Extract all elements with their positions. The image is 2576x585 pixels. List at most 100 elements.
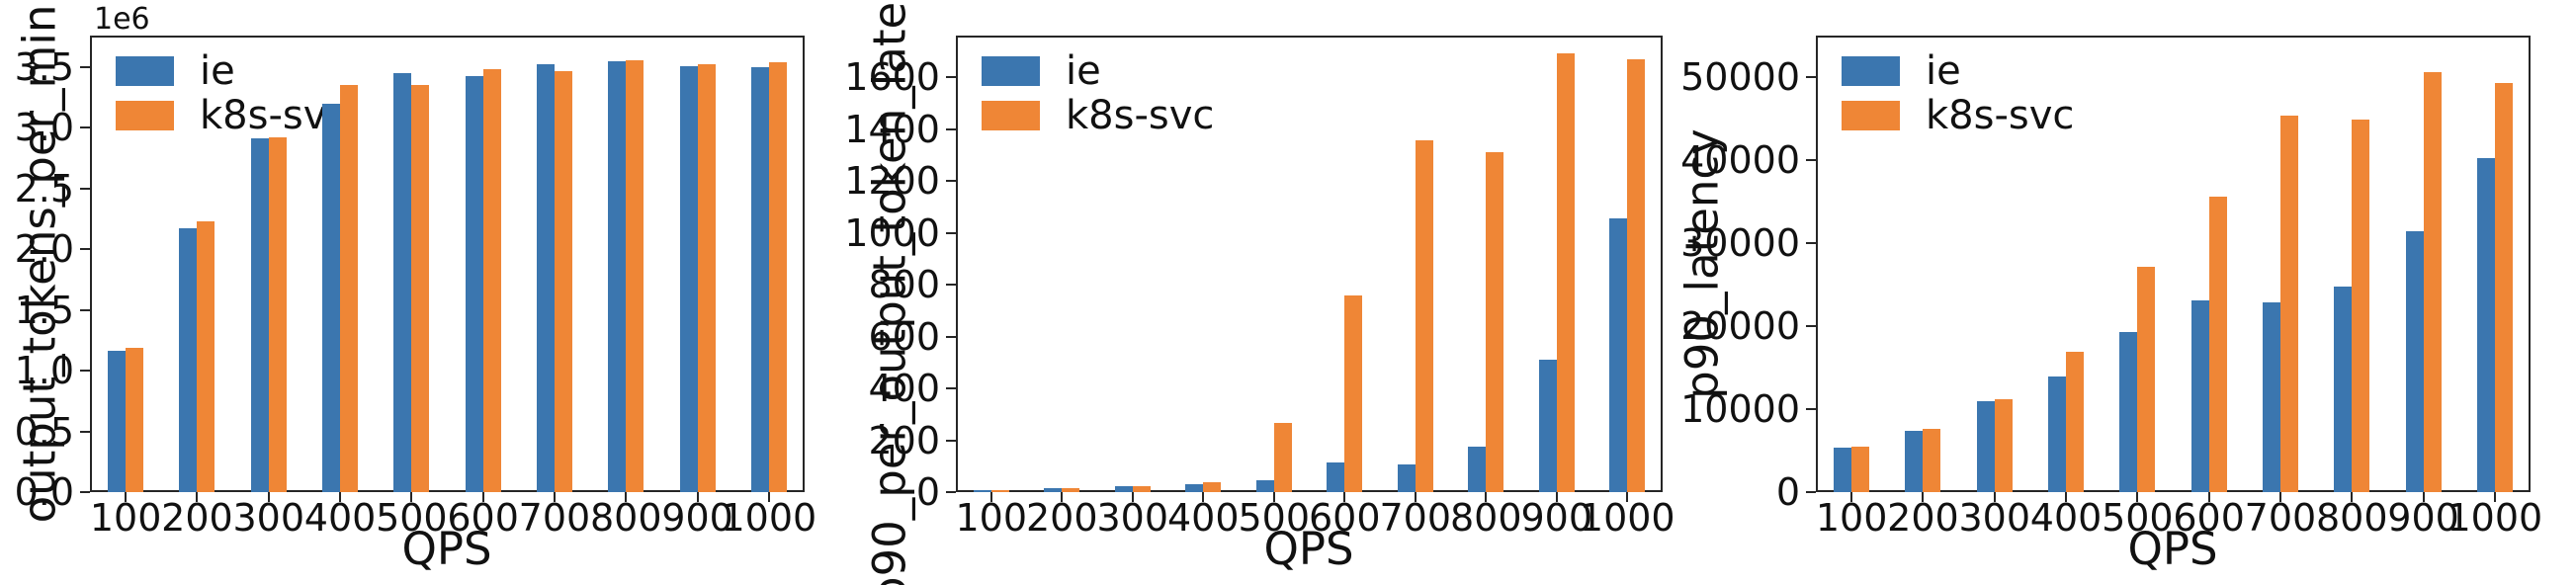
bar-ie-qps-600	[2190, 299, 2209, 492]
y-tick-label: 0.5	[14, 409, 74, 454]
y-tick-mark	[80, 430, 90, 433]
x-tick-mark	[989, 492, 992, 502]
bar-k8s-svc-qps-500	[411, 85, 430, 492]
bar-k8s-svc-qps-200	[1923, 428, 1941, 492]
bar-k8s-svc-qps-400	[1203, 482, 1222, 492]
y-tick-label: 1600	[844, 55, 940, 99]
bar-k8s-svc-qps-700	[554, 70, 572, 492]
legend-item: ie	[1842, 51, 2074, 91]
x-tick-mark	[196, 492, 199, 502]
x-tick-label: 900	[661, 496, 733, 540]
bar-ie-qps-200	[1044, 488, 1063, 492]
bar-k8s-svc-qps-200	[197, 220, 215, 492]
y-tick-mark	[946, 387, 956, 389]
y-tick-label: 40000	[1680, 138, 1800, 182]
bar-ie-qps-100	[1834, 448, 1852, 492]
y-tick-label: 3.5	[14, 44, 74, 89]
x-tick-mark	[125, 492, 128, 502]
x-tick-mark	[1485, 492, 1488, 502]
bar-k8s-svc-qps-300	[1132, 486, 1151, 492]
bar-ie-qps-200	[1905, 430, 1924, 492]
bar-ie-qps-500	[1255, 479, 1274, 492]
y-tick-label: 1000	[844, 210, 940, 255]
bar-k8s-svc-qps-900	[697, 64, 716, 492]
bar-ie-qps-600	[465, 75, 483, 492]
bar-k8s-svc-qps-500	[2137, 266, 2156, 492]
bar-ie-qps-700	[2262, 301, 2280, 492]
x-tick-label: 400	[2029, 496, 2103, 540]
legend-swatch-ie	[1842, 56, 1900, 86]
x-tick-label: 1000	[1579, 496, 1675, 540]
bar-ie-qps-300	[1976, 400, 1995, 492]
x-tick-label: 900	[2387, 496, 2459, 540]
legend-swatch-k8s-svc	[116, 101, 174, 130]
y-tick-label: 1.0	[14, 349, 74, 393]
x-tick-mark	[696, 492, 699, 502]
y-tick-label: 0	[1775, 470, 1800, 514]
legend-item: ie	[982, 51, 1214, 91]
y-tick-label: 1400	[844, 107, 940, 151]
legend-swatch-ie	[982, 56, 1040, 86]
x-tick-mark	[1850, 492, 1853, 502]
bar-k8s-svc-qps-500	[1273, 423, 1292, 492]
y-tick-mark	[80, 370, 90, 373]
x-tick-label: 200	[1025, 496, 1098, 540]
y-tick-label: 20000	[1680, 304, 1800, 348]
x-tick-label: 300	[1096, 496, 1169, 540]
legend-label: ie	[1066, 48, 1101, 94]
bar-ie-qps-700	[1397, 464, 1416, 492]
legend-item: k8s-svc	[982, 96, 1214, 135]
y-tick-label: 0.0	[14, 470, 74, 514]
x-tick-mark	[481, 492, 484, 502]
x-tick-label: 800	[2315, 496, 2388, 540]
x-tick-mark	[625, 492, 628, 502]
legend-label: k8s-svc	[1066, 93, 1215, 138]
y-tick-label: 2.0	[14, 227, 74, 272]
x-tick-label: 100	[955, 496, 1028, 540]
legend-swatch-k8s-svc	[982, 101, 1040, 130]
y-tick-mark	[1806, 76, 1816, 78]
legend: ie k8s-svc	[982, 51, 1214, 135]
x-tick-label: 900	[1520, 496, 1593, 540]
x-tick-label: 1000	[721, 496, 817, 540]
y-tick-mark	[1806, 491, 1816, 493]
x-tick-mark	[1555, 492, 1558, 502]
legend: ie k8s-svc	[1842, 51, 2074, 135]
x-tick-mark	[2422, 492, 2425, 502]
bar-ie-qps-1000	[750, 66, 769, 492]
bar-ie-qps-800	[2334, 286, 2353, 492]
bar-ie-qps-600	[1327, 462, 1345, 492]
y-tick-mark	[80, 248, 90, 251]
bar-ie-qps-900	[2405, 231, 2424, 492]
x-tick-label: 600	[1308, 496, 1381, 540]
bar-ie-qps-400	[322, 103, 341, 492]
y-tick-mark	[1806, 408, 1816, 410]
y-tick-label: 30000	[1680, 221, 1800, 265]
bar-k8s-svc-qps-200	[1062, 488, 1080, 492]
y-tick-label: 1.5	[14, 288, 74, 332]
bar-k8s-svc-qps-600	[1344, 294, 1363, 492]
x-tick-mark	[2065, 492, 2068, 502]
x-tick-label: 700	[2244, 496, 2317, 540]
x-axis-label: QPS	[2127, 523, 2218, 575]
bar-k8s-svc-qps-800	[626, 59, 644, 492]
x-tick-label: 500	[376, 496, 448, 540]
bar-k8s-svc-qps-600	[2208, 196, 2227, 492]
y-tick-mark	[80, 308, 90, 311]
bar-ie-qps-1000	[1609, 218, 1628, 492]
bar-k8s-svc-qps-800	[2352, 119, 2370, 492]
y-tick-label: 200	[868, 418, 940, 462]
x-tick-label: 500	[2102, 496, 2174, 540]
bar-ie-qps-300	[1114, 486, 1133, 492]
x-tick-label: 300	[1958, 496, 2031, 540]
y-tick-label: 600	[868, 314, 940, 359]
y-tick-mark	[1806, 325, 1816, 327]
x-tick-label: 800	[1449, 496, 1522, 540]
x-tick-label: 600	[2173, 496, 2245, 540]
x-tick-label: 600	[447, 496, 519, 540]
x-tick-label: 300	[232, 496, 305, 540]
y-tick-mark	[80, 187, 90, 190]
x-tick-mark	[1414, 492, 1417, 502]
bar-k8s-svc-qps-1000	[1627, 58, 1646, 492]
